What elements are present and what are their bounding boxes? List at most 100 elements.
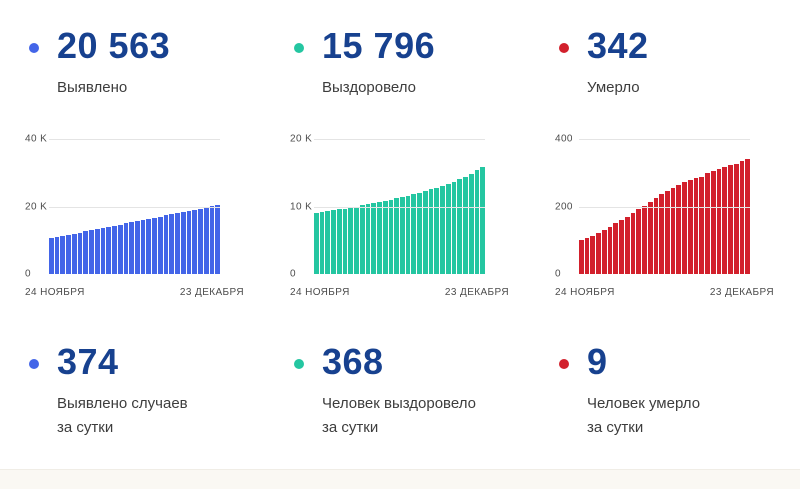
bar [371, 203, 377, 274]
detected-total-value: 20 563 [57, 25, 171, 66]
died-daily-value: 9 [587, 341, 608, 382]
column-detected: 20 563 Выявлено 40 K 20 K 0 24 НОЯБРЯ 23 Д… [25, 26, 260, 440]
recovered-chart-plot: 20 K 10 K 0 [290, 134, 525, 280]
bar [180, 211, 186, 274]
x-tick-last: 23 ДЕКАБРЯ [444, 287, 509, 298]
recovered-daily-label: Человек выздоровело за сутки [322, 392, 525, 440]
bar [405, 195, 411, 274]
bar [716, 168, 722, 274]
bar [54, 237, 60, 274]
died-daily-label-line1: Человек умерло [587, 395, 701, 412]
bar [676, 184, 682, 274]
x-tick-last: 23 ДЕКАБРЯ [709, 287, 774, 298]
bar [682, 181, 687, 274]
bar [480, 167, 486, 274]
recovered-total-value: 15 796 [322, 25, 436, 66]
bar [440, 185, 445, 274]
detected-chart[interactable]: 40 K 20 K 0 24 НОЯБРЯ 23 ДЕКАБРЯ [25, 130, 260, 299]
gridline [314, 139, 485, 140]
bar [71, 233, 77, 274]
bar [457, 179, 463, 274]
bar [613, 223, 619, 274]
y-tick-label: 20 K [25, 201, 48, 212]
x-tick-first: 24 НОЯБРЯ [25, 287, 85, 298]
y-tick-label: 10 K [290, 201, 313, 212]
detected-daily-marker-icon [29, 358, 39, 369]
x-tick-first: 24 НОЯБРЯ [290, 287, 350, 298]
footer-strip [0, 469, 800, 489]
bar [175, 213, 180, 274]
covid-stats-dashboard: 20 563 Выявлено 40 K 20 K 0 24 НОЯБРЯ 23 Д… [25, 26, 790, 440]
recovered-daily-marker-icon [294, 358, 304, 369]
bar [579, 240, 584, 274]
stat-detected-daily: 374 [25, 342, 260, 382]
x-tick-last: 23 ДЕКАБРЯ [179, 287, 244, 298]
y-tick-label: 0 [25, 268, 31, 280]
stat-recovered-total: 15 796 [290, 26, 525, 66]
bar [382, 200, 388, 274]
bar [60, 236, 66, 274]
bar [215, 204, 221, 274]
gridline [49, 206, 220, 208]
bar [745, 158, 751, 274]
gridline [579, 139, 750, 140]
died-chart[interactable]: 400 200 0 24 НОЯБРЯ 23 ДЕКАБРЯ [555, 130, 790, 299]
bar [314, 213, 319, 274]
bar [117, 224, 123, 274]
bar [325, 211, 331, 274]
bar [636, 209, 642, 274]
died-total-label: Умерло [587, 79, 640, 96]
bar [653, 198, 659, 274]
bar [647, 201, 653, 274]
detected-chart-xaxis: 24 НОЯБРЯ 23 ДЕКАБРЯ [25, 287, 244, 298]
column-died: 342 Умерло 400 200 0 24 НОЯБРЯ 23 ДЕКАБРЯ … [555, 26, 790, 440]
died-daily-label: Человек умерло за сутки [587, 392, 790, 440]
bar [157, 216, 163, 274]
bar [152, 217, 157, 274]
bar [319, 212, 325, 274]
bar [365, 204, 371, 274]
bar [468, 174, 474, 274]
bar [77, 232, 83, 274]
recovered-daily-label-line1: Человек выздоровело [322, 395, 476, 412]
bar [642, 205, 647, 274]
y-tick-label: 0 [290, 268, 296, 280]
bar [394, 198, 400, 274]
stat-died-total: 342 [555, 26, 790, 66]
bar [100, 228, 106, 274]
recovered-total-label: Выздоровело [322, 79, 417, 96]
stat-died-daily: 9 [555, 342, 790, 382]
gridline [314, 206, 485, 208]
gridline [49, 139, 220, 140]
detected-chart-bars [49, 139, 221, 274]
bar [710, 170, 716, 274]
bar [687, 179, 693, 274]
bar [417, 192, 422, 274]
bar [659, 194, 665, 274]
recovered-chart-bars [314, 139, 486, 274]
bar [463, 176, 468, 274]
bar [584, 237, 590, 274]
bar [601, 229, 607, 274]
bar [377, 202, 382, 274]
bar [411, 194, 417, 274]
bar [192, 209, 198, 274]
bar [596, 232, 601, 274]
bar [348, 207, 354, 274]
bar [665, 190, 670, 274]
bar [112, 225, 117, 274]
detected-total-label: Выявлено [57, 79, 128, 96]
bar [140, 220, 146, 274]
bar [169, 214, 175, 274]
bar [135, 221, 140, 274]
y-tick-label: 20 K [290, 133, 313, 145]
bar [186, 210, 192, 274]
stat-detected-total: 20 563 [25, 26, 260, 66]
bar [630, 212, 636, 274]
bar [336, 209, 342, 274]
detected-daily-label: Выявлено случаев за сутки [57, 392, 260, 440]
died-daily-marker-icon [559, 358, 569, 369]
y-tick-label: 400 [555, 133, 573, 145]
recovered-chart[interactable]: 20 K 10 K 0 24 НОЯБРЯ 23 ДЕКАБРЯ [290, 130, 525, 299]
bar [354, 206, 359, 274]
